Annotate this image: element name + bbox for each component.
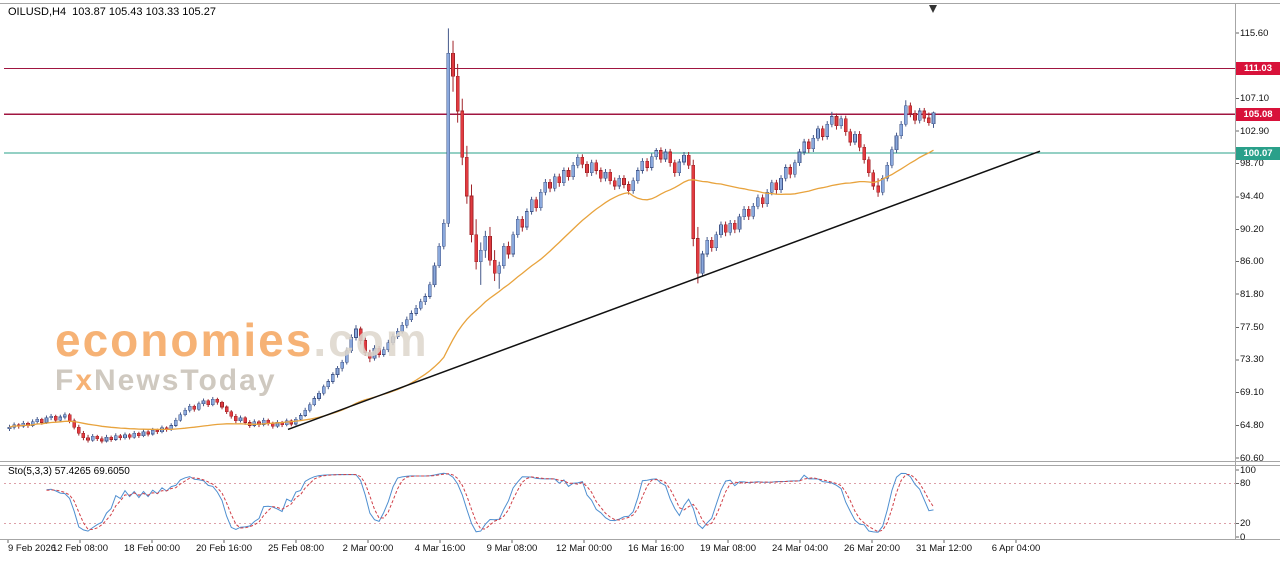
price-scale-label: 102.90 (1240, 125, 1270, 137)
price-scale-label: 69.10 (1240, 386, 1264, 398)
time-scale-label: 9 Mar 08:00 (486, 543, 538, 554)
time-scale-label: 4 Mar 16:00 (414, 543, 466, 554)
indicator-label: Sto(5,3,3) 57.4265 69.6050 (8, 466, 130, 477)
time-scale-label: 26 Mar 20:00 (844, 543, 900, 554)
time-scale-label: 24 Mar 04:00 (772, 543, 828, 554)
indicator-levels-layer (4, 482, 1235, 525)
price-scale-label: 73.30 (1240, 354, 1264, 366)
time-scale-label: 19 Mar 08:00 (700, 543, 756, 554)
stochastic-signal-line (46, 473, 934, 533)
time-scale-label: 31 Mar 12:00 (916, 543, 972, 554)
moving-average-line (9, 149, 934, 431)
candlestick-series (7, 28, 936, 444)
price-scale-label: 77.50 (1240, 321, 1264, 333)
time-scale-label: 18 Feb 00:00 (124, 543, 180, 554)
time-scale-label: 12 Feb 08:00 (52, 543, 108, 554)
time-scale-label: 16 Mar 16:00 (628, 543, 684, 554)
panel-splitter-top[interactable] (0, 461, 1280, 462)
indicator-scale-label: 20 (1240, 518, 1251, 530)
time-scale-label: 12 Mar 00:00 (556, 543, 612, 554)
panel-splitter-bottom[interactable] (0, 465, 1280, 466)
price-scale-label: 107.10 (1240, 93, 1270, 105)
trendline[interactable] (287, 150, 1041, 431)
price-scale-label: 94.40 (1240, 191, 1264, 203)
price-scale-label: 64.80 (1240, 420, 1264, 432)
price-axis-border (1235, 3, 1236, 540)
time-scale-label: 20 Feb 16:00 (196, 543, 252, 554)
price-scale-label: 115.60 (1240, 27, 1269, 39)
indicator-scale-label: 80 (1240, 477, 1251, 489)
price-line-badge: 111.03 (1236, 61, 1280, 75)
symbol-quote-line: OILUSD,H4 103.87 105.43 103.33 105.27 (8, 6, 216, 18)
top-border (0, 3, 1280, 4)
time-scale-label: 6 Apr 04:00 (991, 543, 1041, 554)
indicator-scale-label: 0 (1240, 531, 1246, 543)
time-scale-label: 25 Feb 08:00 (268, 543, 324, 554)
time-scale-label: 2 Mar 00:00 (342, 543, 394, 554)
price-scale-label: 98.70 (1240, 158, 1264, 170)
indicator-values: 57.4265 69.6050 (54, 466, 130, 477)
price-scale-label: 81.80 (1240, 288, 1264, 300)
chart-shift-marker[interactable] (929, 5, 937, 13)
price-scale-label: 60.60 (1240, 452, 1264, 464)
price-scale-label: 90.20 (1240, 223, 1264, 235)
time-axis-border (0, 539, 1280, 540)
axis-ticks-layer (7, 32, 1239, 543)
price-scale-label: 86.00 (1240, 256, 1264, 268)
time-scale-label: 9 Feb 2026 (8, 543, 57, 554)
price-line-badge: 100.07 (1236, 146, 1280, 160)
horizontal-lines-layer[interactable] (4, 67, 1235, 154)
price-line-badge: 105.08 (1236, 107, 1280, 121)
indicator-scale-label: 100 (1240, 464, 1256, 476)
